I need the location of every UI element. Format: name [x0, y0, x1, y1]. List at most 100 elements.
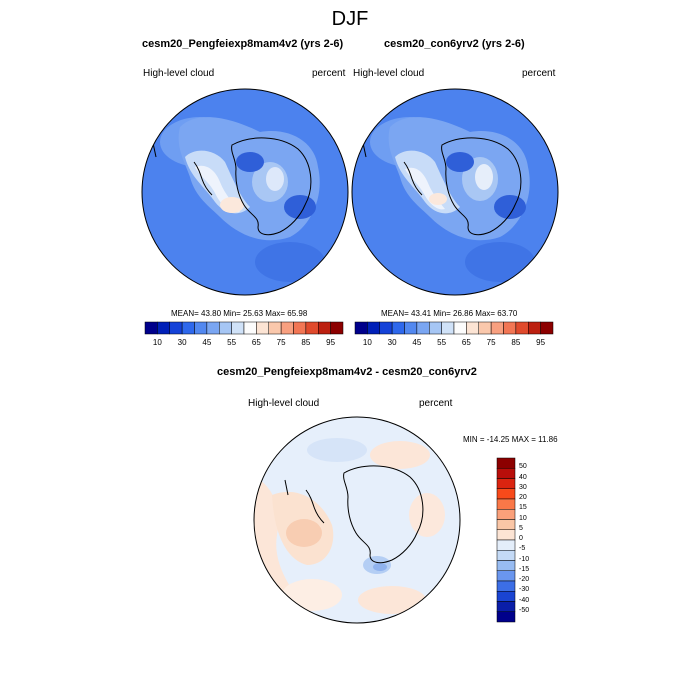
- colorbar-tick-label: -10: [519, 555, 530, 563]
- panel2-map: [351, 88, 559, 296]
- colorbar-tick-label: 5: [519, 524, 523, 532]
- colorbar-tick-label: 45: [412, 338, 422, 347]
- colorbar-tick-label: 95: [536, 338, 546, 347]
- colorbar-swatch: [404, 321, 418, 335]
- colorbar-swatch: [280, 321, 294, 335]
- colorbar-swatch: [379, 321, 393, 335]
- colorbar-tick-label: 10: [519, 514, 527, 522]
- colorbar-swatch: [231, 321, 245, 335]
- panel2-field-patch: [465, 242, 535, 282]
- colorbar-tick-label: 65: [251, 338, 261, 347]
- panel3-coastline: [284, 479, 289, 496]
- colorbar-tick-label: -20: [519, 576, 530, 583]
- panel2-stats: MEAN= 43.41 Min= 26.86 Max= 63.70: [381, 309, 518, 318]
- colorbar-swatch: [144, 321, 158, 335]
- colorbar-tick-label: 30: [177, 338, 187, 347]
- panel3-field-patch: [373, 563, 387, 571]
- panel1-field-patch: [266, 167, 284, 191]
- panel2-colorbar: [354, 321, 554, 335]
- panel3-map-border: [253, 416, 461, 624]
- panel1-map-border: [141, 88, 349, 296]
- panel3-field-patch: [307, 438, 367, 462]
- colorbar-swatch: [391, 321, 405, 335]
- colorbar-swatch: [478, 321, 492, 335]
- panel1-peninsula: [193, 161, 213, 196]
- colorbar-tick-label: 95: [326, 338, 336, 347]
- colorbar-tick-label: 30: [519, 483, 527, 491]
- colorbar-swatch: [416, 321, 430, 335]
- panel1-colorbar: [144, 321, 344, 335]
- colorbar-tick-label: 10: [362, 338, 372, 347]
- colorbar-swatch: [496, 611, 516, 623]
- colorbar-swatch: [453, 321, 467, 335]
- colorbar-tick-label: 15: [519, 504, 527, 512]
- panel3-peninsula: [305, 489, 325, 524]
- colorbar-tick-label: 30: [387, 338, 397, 347]
- panel1-coastline: [231, 137, 312, 236]
- colorbar-swatch: [441, 321, 455, 335]
- panel3-field-patch: [358, 586, 426, 614]
- colorbar-swatch: [181, 321, 195, 335]
- colorbar-tick-label: -15: [519, 565, 530, 573]
- colorbar-tick-label: 10: [152, 338, 162, 347]
- panel3-field-patch: [370, 441, 430, 469]
- colorbar-swatch: [496, 591, 516, 602]
- panel2-field-patch: [429, 193, 447, 205]
- colorbar-swatch: [496, 539, 516, 551]
- colorbar-swatch: [496, 488, 516, 500]
- panel1-map: [141, 88, 349, 296]
- colorbar-tick-label: 75: [276, 338, 286, 347]
- panel3-left-label: High-level cloud: [248, 398, 320, 409]
- colorbar-swatch: [169, 321, 183, 335]
- colorbar-swatch: [429, 321, 442, 335]
- colorbar-tick-label: 20: [519, 494, 527, 501]
- panel3-colorbar: [496, 457, 516, 623]
- panel3-colorbar-ticks: 50 40 30 20 15 10 5 0 -5 -10 -15 -20 -30 -40 -50: [519, 458, 549, 622]
- panel1-left-label: High-level cloud: [143, 68, 215, 79]
- colorbar-tick-label: 50: [519, 463, 527, 471]
- colorbar-tick-label: -5: [519, 545, 526, 553]
- colorbar-tick-label: -30: [519, 586, 530, 594]
- colorbar-tick-label: 0: [519, 535, 523, 542]
- figure-title: DJF: [331, 8, 369, 30]
- panel1-field-patch: [255, 242, 325, 282]
- colorbar-swatch: [219, 321, 232, 335]
- panel2-field-patch: [446, 152, 474, 172]
- colorbar-swatch: [367, 321, 380, 335]
- panel2-field-patch: [494, 195, 526, 219]
- colorbar-swatch: [496, 560, 516, 571]
- colorbar-swatch: [157, 321, 170, 335]
- panel3-title: cesm20_Pengfeiexp8mam4v2 - cesm20_con6yr…: [217, 366, 477, 378]
- colorbar-swatch: [540, 321, 554, 335]
- colorbar-swatch: [256, 321, 269, 335]
- colorbar-swatch: [496, 550, 516, 561]
- colorbar-swatch: [330, 321, 344, 335]
- colorbar-swatch: [503, 321, 517, 335]
- panel3-map: [253, 416, 461, 624]
- colorbar-swatch: [496, 498, 516, 510]
- panel2-map-border: [351, 88, 559, 296]
- panel1-field-patch: [220, 197, 244, 213]
- panel2-left-label: High-level cloud: [353, 68, 425, 79]
- colorbar-tick-label: 85: [511, 338, 521, 347]
- colorbar-swatch: [318, 321, 331, 335]
- panel3-field-patch: [282, 579, 342, 611]
- colorbar-swatch: [496, 601, 516, 612]
- colorbar-tick-label: 55: [227, 338, 237, 347]
- panel1-field-patch: [284, 195, 316, 219]
- colorbar-tick-label: 40: [519, 473, 527, 481]
- panel2-coastline: [441, 137, 522, 236]
- panel1-colorbar-ticks: 10 30 45 55 65 75 85 95: [145, 338, 343, 350]
- colorbar-swatch: [496, 468, 516, 479]
- colorbar-tick-label: 75: [486, 338, 496, 347]
- colorbar-swatch: [496, 457, 516, 469]
- colorbar-swatch: [305, 321, 319, 335]
- colorbar-tick-label: 55: [437, 338, 447, 347]
- colorbar-swatch: [496, 580, 516, 592]
- colorbar-swatch: [496, 478, 516, 489]
- panel3-field-patch: [286, 519, 322, 547]
- colorbar-swatch: [206, 321, 220, 335]
- colorbar-swatch: [496, 529, 516, 541]
- colorbar-swatch: [496, 509, 516, 520]
- panel1-stats: MEAN= 43.80 Min= 25.63 Max= 65.98: [171, 309, 308, 318]
